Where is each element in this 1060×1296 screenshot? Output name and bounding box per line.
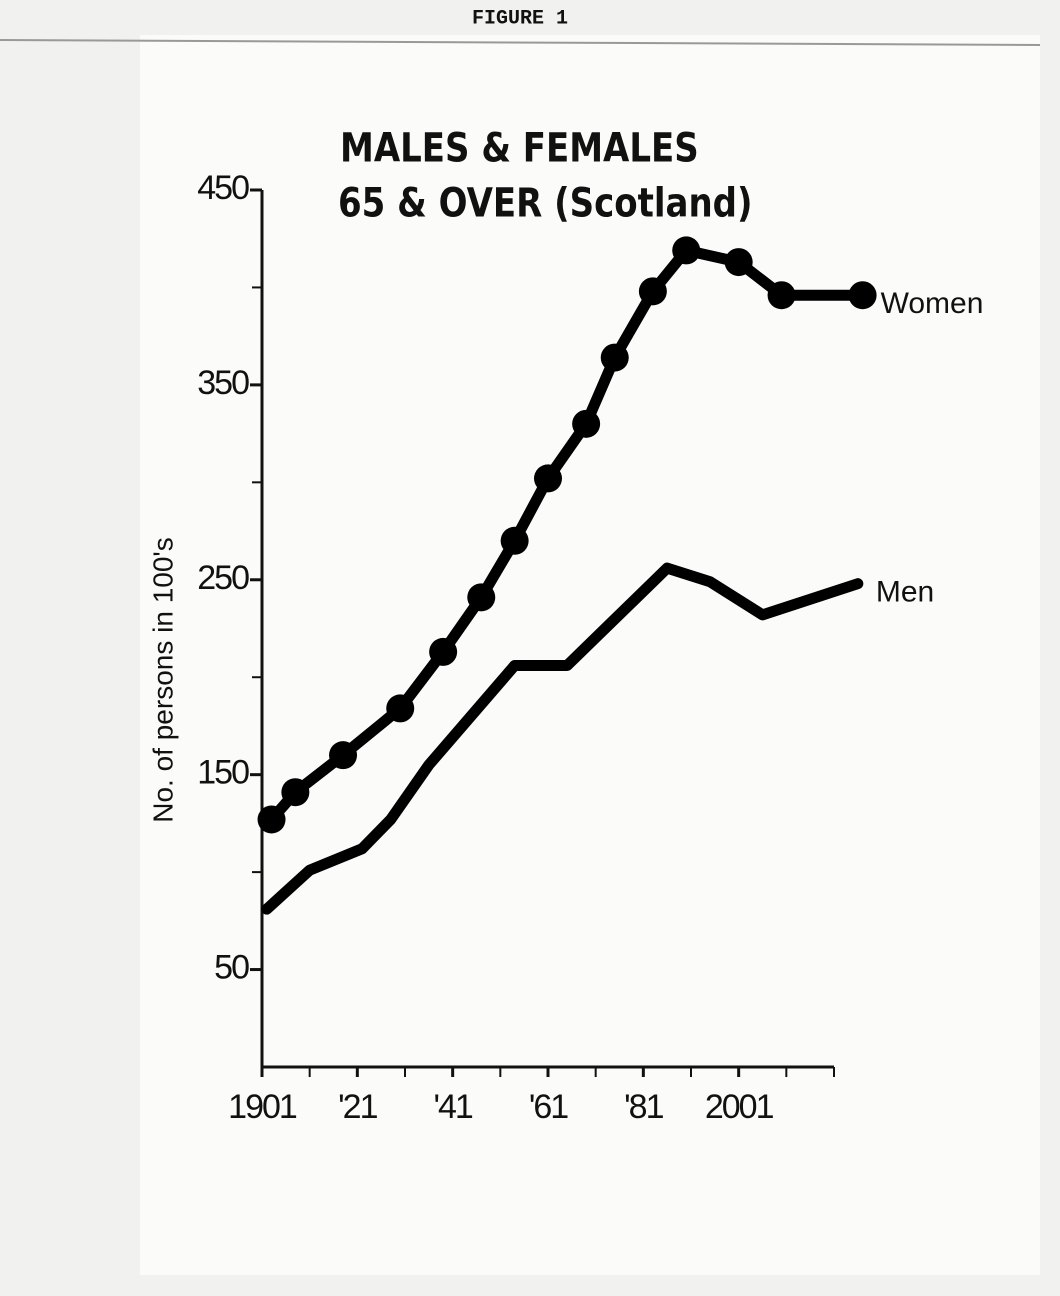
series-label: Women bbox=[881, 287, 984, 320]
point bbox=[329, 741, 358, 770]
x-tick-label: 2001 bbox=[705, 1088, 774, 1126]
point bbox=[848, 281, 877, 310]
point bbox=[281, 778, 310, 807]
chart-title: MALES & FEMALES bbox=[340, 125, 699, 171]
point bbox=[724, 248, 753, 277]
line bbox=[261, 562, 864, 915]
point bbox=[257, 805, 286, 834]
point bbox=[500, 526, 529, 555]
y-tick-label: 150 bbox=[197, 754, 249, 792]
x-tick-label: '21 bbox=[338, 1088, 377, 1126]
point bbox=[638, 277, 667, 306]
series-label: Men bbox=[876, 576, 934, 609]
x-tick-label: '61 bbox=[529, 1088, 568, 1126]
y-tick-label: 450 bbox=[197, 169, 249, 207]
x-tick-label: '41 bbox=[434, 1088, 473, 1126]
point bbox=[572, 409, 601, 438]
point bbox=[672, 236, 701, 265]
point bbox=[467, 583, 496, 612]
point bbox=[386, 694, 415, 723]
y-tick-label: 350 bbox=[197, 364, 249, 402]
point bbox=[429, 637, 458, 666]
x-tick-label: 1901 bbox=[228, 1088, 297, 1126]
point bbox=[600, 343, 629, 372]
page-header: FIGURE 1 bbox=[472, 7, 568, 30]
chart-title: 65 & OVER (Scotland) bbox=[338, 180, 753, 226]
y-axis-label: No. of persons in 100's bbox=[147, 537, 178, 823]
point bbox=[767, 281, 796, 310]
page-edge bbox=[0, 39, 1041, 46]
x-tick-label: '81 bbox=[624, 1088, 663, 1126]
point bbox=[534, 464, 562, 493]
y-tick-label: 50 bbox=[214, 949, 249, 987]
y-tick-label: 250 bbox=[197, 559, 249, 597]
